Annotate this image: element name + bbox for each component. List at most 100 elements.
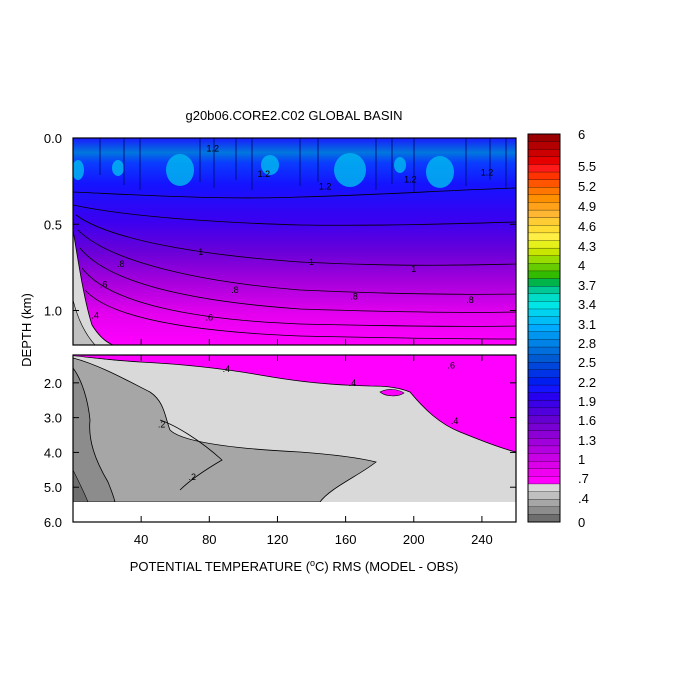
x-tick-label: 240 [471, 532, 493, 547]
y-tick-label: 4.0 [44, 445, 62, 460]
contour-label: 1.2 [258, 169, 271, 179]
contour-label: 1.2 [319, 181, 332, 191]
colorbar-swatch [527, 225, 561, 234]
colorbar-swatch [527, 415, 561, 424]
colorbar-label: 5.2 [578, 179, 596, 194]
contour-label: .4 [223, 364, 231, 374]
colorbar-swatch [527, 171, 561, 181]
top-gray-corner [73, 229, 114, 345]
colorbar-label: .4 [578, 491, 589, 506]
shallow-dark-blue-streaks [99, 138, 507, 192]
x-tick-label: 80 [202, 532, 216, 547]
colorbar-label: 2.8 [578, 336, 596, 351]
y-tick-label: 5.0 [44, 480, 62, 495]
colorbar-swatch [527, 308, 561, 318]
colorbar-label: 3.4 [578, 297, 596, 312]
colorbar-label: 3.7 [578, 278, 596, 293]
colorbar-swatch [527, 384, 561, 394]
y-axis-top: 0.0 0.5 1.0 [44, 131, 516, 319]
colorbar-swatch [527, 278, 561, 287]
colorbar-label: 0 [578, 515, 585, 530]
colorbar-swatch [527, 316, 561, 325]
colorbar-swatch [527, 324, 561, 333]
colorbar-swatch [527, 179, 561, 188]
bottom-no-data-strip [73, 502, 516, 522]
y-axis-bottom: 2.0 3.0 4.0 5.0 6.0 [44, 376, 516, 530]
bottom-magenta-region [73, 355, 516, 453]
colorbar-swatch [527, 392, 561, 401]
colorbar-swatch [527, 377, 561, 386]
colorbar-swatch [527, 346, 561, 356]
contour-label: .4 [349, 378, 357, 388]
shallow-high-rms-patches [73, 153, 454, 188]
contour-label: .8 [466, 295, 474, 305]
colorbar-swatch [527, 453, 561, 462]
x-axis: 40 80 120 160 200 240 [134, 339, 493, 547]
colorbar-swatch [527, 202, 561, 211]
colorbar-swatch [527, 247, 561, 257]
contour-label: .8 [231, 285, 239, 295]
colorbar-swatch [527, 445, 561, 454]
colorbar-label: 4.3 [578, 239, 596, 254]
colorbar-swatch [527, 187, 561, 196]
colorbar-swatch [527, 491, 561, 500]
bottom-panel-frame [72, 354, 517, 523]
contour-label: .8 [350, 292, 358, 302]
top-contour-lines [73, 187, 516, 340]
colorbar-swatch [527, 460, 561, 470]
colorbar-swatch [527, 407, 561, 416]
colorbar-frame [527, 133, 561, 523]
colorbar-swatch [527, 156, 561, 165]
colorbar-swatch [527, 476, 561, 485]
bottom-dark-gray-region [73, 367, 116, 503]
bottom-panel: .4 .4 .6 .4 .2 .2 [73, 355, 516, 522]
chart-title: g20b06.CORE2.C02 GLOBAL BASIN [185, 108, 402, 123]
contour-label: .4 [451, 416, 459, 426]
contour-label: 1.2 [404, 174, 417, 184]
colorbar-swatch [527, 514, 561, 523]
contour-label: 1 [411, 264, 416, 274]
colorbar-label: 4 [578, 258, 585, 273]
colorbar-swatch [527, 430, 561, 439]
colorbar-swatch [527, 331, 561, 340]
top-panel: 1.2 1.2 1.2 1.2 1.2 1 1 1 .8 .6 .8 .8 .8 .6 .4 [73, 138, 516, 345]
colorbar-label: 1.9 [578, 394, 596, 409]
top-gray-corner-inner [73, 299, 96, 345]
x-tick-label: 200 [403, 532, 425, 547]
colorbar-swatch [527, 232, 561, 241]
colorbar-swatch [527, 263, 561, 272]
colorbar-swatch [527, 209, 561, 219]
y-axis-label: DEPTH (km) [19, 293, 34, 367]
x-tick-label: 160 [335, 532, 357, 547]
y-tick-label: 2.0 [44, 376, 62, 391]
colorbar: 6 5.5 5.2 4.9 4.6 4.3 4 3.7 3.4 3.1 2.8 2.5 2.2 1.9 1.… [527, 127, 596, 530]
colorbar-swatch [527, 506, 561, 515]
contour-label: 1.2 [481, 168, 494, 178]
colorbar-swatch [527, 286, 561, 295]
colorbar-swatch [527, 354, 561, 363]
colorbar-label: 2.2 [578, 375, 596, 390]
bottom-inner-gray-contour [159, 419, 223, 491]
colorbar-label: 1 [578, 452, 585, 467]
contour-label: .6 [206, 312, 214, 322]
colorbar-swatch [527, 293, 561, 302]
contour-label: 1 [309, 257, 314, 267]
top-panel-frame [72, 137, 517, 346]
bottom-mid-gray-region [73, 357, 377, 503]
contour-label: .2 [158, 420, 166, 430]
colorbar-swatch [527, 339, 561, 348]
colorbar-swatch [527, 301, 561, 310]
colorbar-swatch [527, 362, 561, 371]
colorbar-swatch [527, 149, 561, 158]
colorbar-swatch [527, 217, 561, 226]
x-axis-label: POTENTIAL TEMPERATURE (oC) RMS (MODEL - … [130, 558, 459, 574]
colorbar-label: 6 [578, 127, 585, 142]
colorbar-swatch [527, 438, 561, 447]
bottom-small-magenta-patch [379, 389, 405, 397]
colorbar-swatch [527, 422, 561, 432]
colorbar-label: .7 [578, 471, 589, 486]
y-tick-label: 1.0 [44, 304, 62, 319]
colorbar-swatch [527, 141, 561, 150]
colorbar-label: 2.5 [578, 355, 596, 370]
